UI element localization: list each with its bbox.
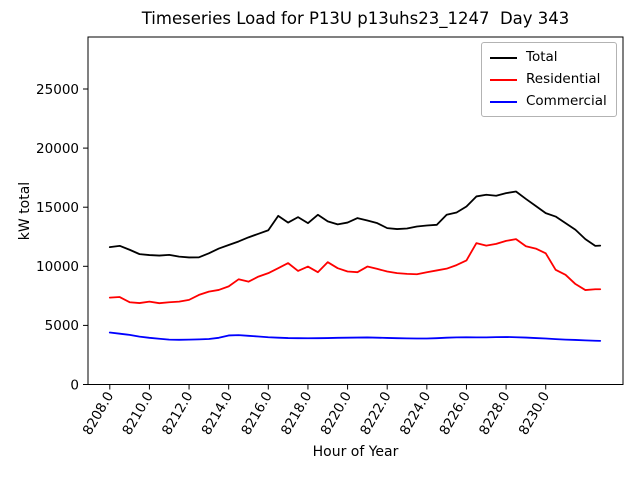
x-tick-label: 8208.0 bbox=[80, 389, 117, 438]
legend-line-commercial-icon bbox=[490, 100, 517, 103]
legend-label-commercial: Commercial bbox=[526, 93, 607, 109]
x-tick-label: 8218.0 bbox=[278, 389, 315, 438]
legend-line-residential-icon bbox=[490, 78, 517, 81]
x-tick-label: 8214.0 bbox=[199, 389, 236, 438]
chart-title: Timeseries Load for P13U p13uhs23_1247 D… bbox=[141, 9, 570, 28]
series-line-total bbox=[108, 190, 602, 259]
x-tick-label: 8210.0 bbox=[119, 389, 156, 438]
x-tick-label: 8226.0 bbox=[436, 389, 473, 438]
y-tick-label: 25000 bbox=[36, 82, 79, 98]
legend-label-total: Total bbox=[526, 49, 558, 65]
x-tick-label: 8212.0 bbox=[159, 389, 196, 438]
y-tick-label: 10000 bbox=[36, 259, 79, 275]
y-axis-label: kW total bbox=[17, 181, 33, 241]
legend-label-residential: Residential bbox=[526, 71, 601, 87]
legend-item-commercial: Commercial bbox=[490, 93, 608, 110]
y-tick-label: 20000 bbox=[36, 141, 79, 157]
series-line-commercial bbox=[108, 331, 602, 342]
x-tick-label: 8216.0 bbox=[238, 389, 275, 438]
y-tick-label: 5000 bbox=[45, 318, 79, 334]
legend: Total Residential Commercial bbox=[481, 42, 617, 117]
legend-item-total: Total bbox=[490, 49, 608, 66]
legend-line-total-icon bbox=[490, 56, 517, 59]
x-tick-label: 8230.0 bbox=[516, 389, 553, 438]
x-tick-label: 8220.0 bbox=[318, 389, 355, 438]
y-tick-label: 15000 bbox=[36, 200, 79, 216]
x-tick-label: 8228.0 bbox=[476, 389, 513, 438]
series-line-residential bbox=[108, 238, 602, 305]
axes-frame bbox=[87, 36, 624, 385]
x-tick-label: 8222.0 bbox=[357, 389, 394, 438]
y-tick-label: 0 bbox=[70, 377, 79, 393]
x-axis-label: Hour of Year bbox=[312, 444, 399, 460]
x-tick-label: 8224.0 bbox=[397, 389, 434, 438]
legend-item-residential: Residential bbox=[490, 71, 608, 88]
